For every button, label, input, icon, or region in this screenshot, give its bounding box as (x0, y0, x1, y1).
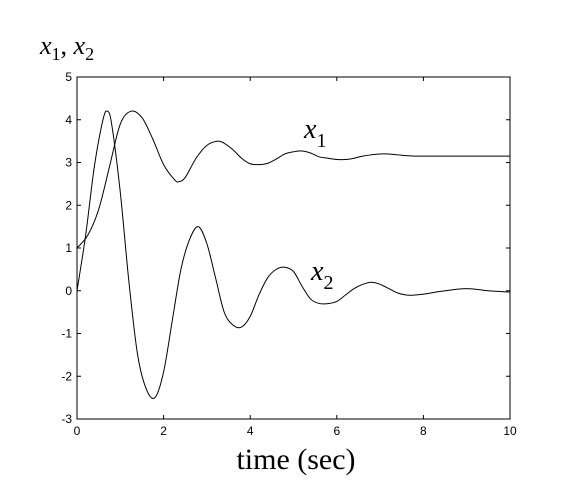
y-axis-label: x1, x2 (39, 31, 94, 64)
x2-label-var: x (310, 256, 324, 287)
x1-label-sub: 1 (316, 130, 326, 152)
y-tick-label: 5 (65, 70, 72, 84)
plot-area (76, 76, 511, 420)
y-label-var2: x (73, 31, 86, 60)
y-label-sub1: 1 (52, 44, 61, 64)
x-tick-label: 4 (247, 424, 254, 438)
y-tick-label: 0 (65, 284, 72, 298)
y-tick-label: 3 (65, 156, 72, 170)
series-lines (76, 110, 511, 399)
series-line-x2 (76, 110, 511, 399)
x-axis-label: time (sec) (236, 443, 355, 476)
y-tick-label: 2 (65, 198, 72, 212)
series-line-x1 (76, 110, 510, 249)
x-tick-label: 10 (503, 424, 517, 438)
y-label-sub2: 2 (85, 44, 94, 64)
y-label-sep: , (61, 31, 74, 60)
x-tick-label: 0 (74, 424, 81, 438)
series-label-x2: x2 (310, 256, 333, 294)
axis-ticks: 0 2 4 6 8 10 -3 -2 -1 0 1 2 3 4 5 (61, 70, 517, 438)
x-tick-label: 6 (333, 424, 340, 438)
x-tick-label: 8 (420, 424, 427, 438)
y-tick-label: -3 (61, 412, 72, 426)
y-label-var1: x (39, 31, 52, 60)
series-label-x1: x1 (303, 114, 326, 152)
y-tick-label: 1 (65, 241, 72, 255)
y-tick-label: -1 (61, 327, 72, 341)
x1-label-var: x (303, 114, 317, 145)
x2-label-sub: 2 (323, 272, 333, 294)
x-tick-label: 2 (160, 424, 167, 438)
y-tick-label: 4 (65, 113, 72, 127)
y-tick-label: -2 (61, 369, 72, 383)
